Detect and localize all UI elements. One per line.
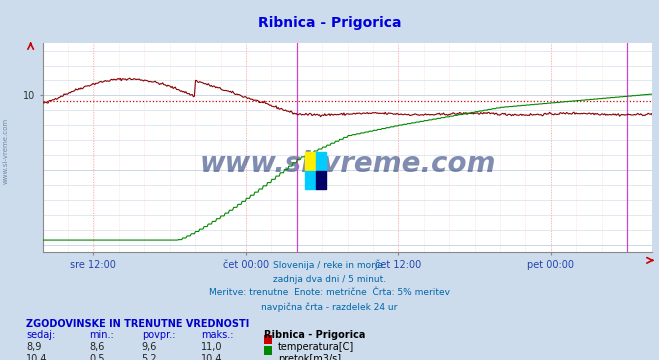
- Text: navpična črta - razdelek 24 ur: navpična črta - razdelek 24 ur: [262, 302, 397, 311]
- Text: ZGODOVINSKE IN TRENUTNE VREDNOSTI: ZGODOVINSKE IN TRENUTNE VREDNOSTI: [26, 319, 250, 329]
- Text: 0,5: 0,5: [89, 354, 105, 360]
- Text: 9,6: 9,6: [142, 342, 157, 352]
- FancyBboxPatch shape: [305, 152, 316, 171]
- Text: povpr.:: povpr.:: [142, 330, 175, 341]
- Text: sedaj:: sedaj:: [26, 330, 55, 341]
- Text: www.si-vreme.com: www.si-vreme.com: [2, 118, 9, 184]
- Text: 11,0: 11,0: [201, 342, 223, 352]
- Text: Meritve: trenutne  Enote: metrične  Črta: 5% meritev: Meritve: trenutne Enote: metrične Črta: …: [209, 288, 450, 297]
- Text: pretok[m3/s]: pretok[m3/s]: [278, 354, 341, 360]
- Text: min.:: min.:: [89, 330, 114, 341]
- Text: 5,2: 5,2: [142, 354, 158, 360]
- FancyBboxPatch shape: [316, 152, 326, 171]
- FancyBboxPatch shape: [305, 171, 316, 189]
- FancyBboxPatch shape: [316, 171, 326, 189]
- Text: 8,9: 8,9: [26, 342, 42, 352]
- Text: zadnja dva dni / 5 minut.: zadnja dva dni / 5 minut.: [273, 275, 386, 284]
- Text: Ribnica - Prigorica: Ribnica - Prigorica: [264, 330, 365, 341]
- Text: maks.:: maks.:: [201, 330, 233, 341]
- Text: 8,6: 8,6: [89, 342, 104, 352]
- Text: www.si-vreme.com: www.si-vreme.com: [200, 150, 496, 178]
- Text: Slovenija / reke in morje.: Slovenija / reke in morje.: [273, 261, 386, 270]
- Text: Ribnica - Prigorica: Ribnica - Prigorica: [258, 16, 401, 30]
- Text: 10,4: 10,4: [26, 354, 48, 360]
- Text: temperatura[C]: temperatura[C]: [278, 342, 355, 352]
- Text: 10,4: 10,4: [201, 354, 223, 360]
